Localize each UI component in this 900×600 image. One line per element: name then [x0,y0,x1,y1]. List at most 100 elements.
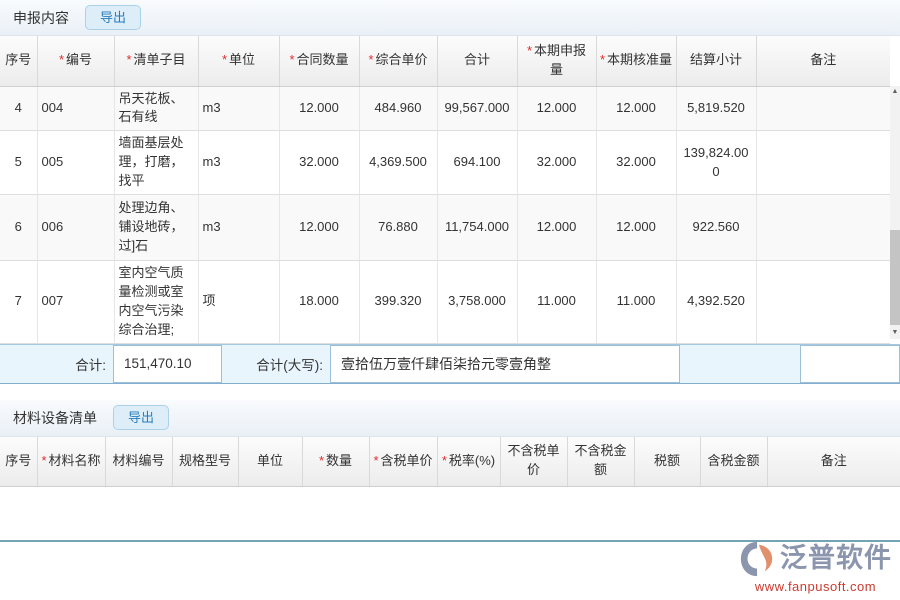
materials-section-header: 材料设备清单 导出 [0,399,900,437]
cell-code: 006 [37,194,115,262]
col-quantity: * 数量 [302,436,370,488]
total-words-label: 合计(大写): [256,357,323,373]
cell-list-item: 室内空气质量检测或室内空气污染综合治理; [114,260,199,344]
cell-period-declared: 11.000 [517,260,597,344]
materials-table: 序号 * 材料名称 材料编号 规格型号 单位 * 数量 * 含税单价 * 税率(%) 不… [0,436,900,488]
materials-empty-body [0,487,900,543]
cell-period-approved: 11.000 [596,260,677,344]
col-spec-model: 规格型号 [172,436,239,488]
cell-seq: 4 [0,86,38,132]
cell-total: 694.100 [437,130,518,196]
cell-period-approved: 12.000 [596,86,677,132]
cell-composite-price: 4,369.500 [359,130,438,196]
cell-settlement-subtotal: 922.560 [676,194,757,262]
col-list-item: * 清单子目 [114,36,199,87]
cell-contract-qty: 12.000 [279,194,360,262]
table-row[interactable]: 5 005 墙面基层处理，打磨，找平 m3 32.000 4,369.500 6… [0,130,890,196]
cell-total: 99,567.000 [437,86,518,132]
col-tax-amount: 税额 [634,436,701,488]
required-marker: * [441,452,447,468]
col-seq: 序号 [0,436,38,488]
col-code: * 编号 [37,36,115,87]
col-period-declared: * 本期申报量 [517,36,597,87]
total-label: 合计: [75,357,106,373]
declaration-header-row: 序号 * 编号 * 清单子目 * 单位 * 合同数量 * 综合单价 合计 * 本期申报量 *… [0,36,890,87]
cell-composite-price: 76.880 [359,194,438,262]
required-marker: * [126,52,132,68]
cell-remarks [756,194,890,262]
col-period-approved: * 本期核准量 [596,36,677,87]
col-contract-qty: * 合同数量 [279,36,360,87]
cell-contract-qty: 12.000 [279,86,360,132]
footer: 泛普软件 www.fanpusoft.com [0,540,900,600]
required-marker: * [368,52,374,68]
required-marker: * [599,52,606,68]
cell-seq: 5 [0,130,38,196]
required-marker: * [221,52,228,68]
col-seq: 序号 [0,36,38,87]
cell-list-item: 吊天花板、石有线 [114,86,199,132]
cell-settlement-subtotal: 5,819.520 [676,86,757,132]
cell-period-declared: 12.000 [517,194,597,262]
declaration-export-button[interactable]: 导出 [85,5,142,30]
table-row[interactable]: 7 007 室内空气质量检测或室内空气污染综合治理; 项 18.000 399.… [0,260,890,344]
cell-total: 11,754.000 [437,194,518,262]
cell-period-approved: 12.000 [596,194,677,262]
required-marker: * [318,452,325,468]
materials-header-row: 序号 * 材料名称 材料编号 规格型号 单位 * 数量 * 含税单价 * 税率(%) 不… [0,436,900,488]
vertical-scrollbar[interactable]: ▲ ▼ [890,86,900,339]
cell-contract-qty: 32.000 [279,130,360,196]
total-amount-field[interactable]: 151,470.10 [113,344,222,383]
col-unit: 单位 [238,436,303,488]
total-words-field[interactable]: 壹拾伍万壹仟肆佰柒拾元零壹角整 [330,344,680,383]
col-total: 合计 [437,36,518,87]
col-untaxed-amount: 不含税金额 [567,436,635,488]
cell-period-declared: 12.000 [517,86,597,132]
cell-contract-qty: 18.000 [279,260,360,344]
cell-total: 3,758.000 [437,260,518,344]
cell-unit: m3 [198,194,280,262]
fanpu-logo: 泛普软件 www.fanpusoft.com [739,540,892,594]
cell-remarks [756,260,890,344]
scroll-up-icon[interactable]: ▲ [890,86,900,98]
scroll-down-icon[interactable]: ▼ [890,327,900,339]
col-taxed-amount: 含税金额 [700,436,768,488]
cell-code: 005 [37,130,115,196]
col-unit: * 单位 [198,36,280,87]
required-marker: * [289,52,295,68]
declaration-title: 申报内容 [13,9,69,26]
cell-list-item: 处理边角、铺设地砖，过]石 [114,194,199,262]
cell-list-item: 墙面基层处理，打磨，找平 [114,130,199,196]
col-tax-rate: * 税率(%) [437,436,501,488]
col-remarks: 备注 [756,36,890,87]
cell-composite-price: 399.320 [359,260,438,344]
cell-settlement-subtotal: 4,392.520 [676,260,757,344]
materials-title: 材料设备清单 [13,409,97,426]
col-remarks: 备注 [767,436,900,488]
table-row[interactable]: 6 006 处理边角、铺设地砖，过]石 m3 12.000 76.880 11,… [0,194,890,262]
cell-period-declared: 32.000 [517,130,597,196]
cell-period-approved: 32.000 [596,130,677,196]
col-settlement-subtotal: 结算小计 [676,36,757,87]
cell-code: 004 [37,86,115,132]
declaration-table: 序号 * 编号 * 清单子目 * 单位 * 合同数量 * 综合单价 合计 * 本期申报量 *… [0,36,890,344]
required-marker: * [526,42,533,58]
cell-code: 007 [37,260,115,344]
required-marker: * [373,452,379,468]
scrollbar-thumb[interactable] [890,230,900,325]
table-row[interactable]: 4 004 吊天花板、石有线 m3 12.000 484.960 99,567.… [0,86,890,132]
materials-export-button[interactable]: 导出 [113,405,170,431]
brand-name: 泛普软件 [780,543,892,574]
col-composite-price: * 综合单价 [359,36,438,87]
declaration-section-header: 申报内容 导出 [0,0,900,36]
cell-unit: m3 [198,130,280,196]
required-marker: * [41,452,47,468]
col-taxed-unit-price: * 含税单价 [369,436,438,488]
totals-empty-field[interactable] [800,344,900,383]
required-marker: * [58,52,65,68]
cell-unit: 项 [198,260,280,344]
totals-bar: 合计: 151,470.10 合计(大写): 壹拾伍万壹仟肆佰柒拾元零壹角整 [0,343,900,384]
col-untaxed-unit-price: 不含税单价 [500,436,568,488]
cell-settlement-subtotal: 139,824.000 [676,130,757,196]
